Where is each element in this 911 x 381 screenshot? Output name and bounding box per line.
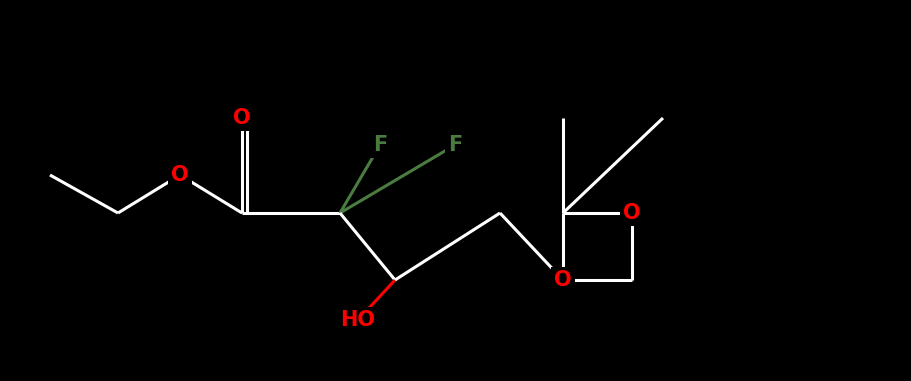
Text: O: O	[622, 203, 640, 223]
Text: O: O	[233, 108, 251, 128]
Text: F: F	[447, 135, 462, 155]
Text: O: O	[554, 270, 571, 290]
Text: F: F	[373, 135, 386, 155]
Text: O: O	[171, 165, 189, 185]
Text: HO: HO	[340, 310, 375, 330]
